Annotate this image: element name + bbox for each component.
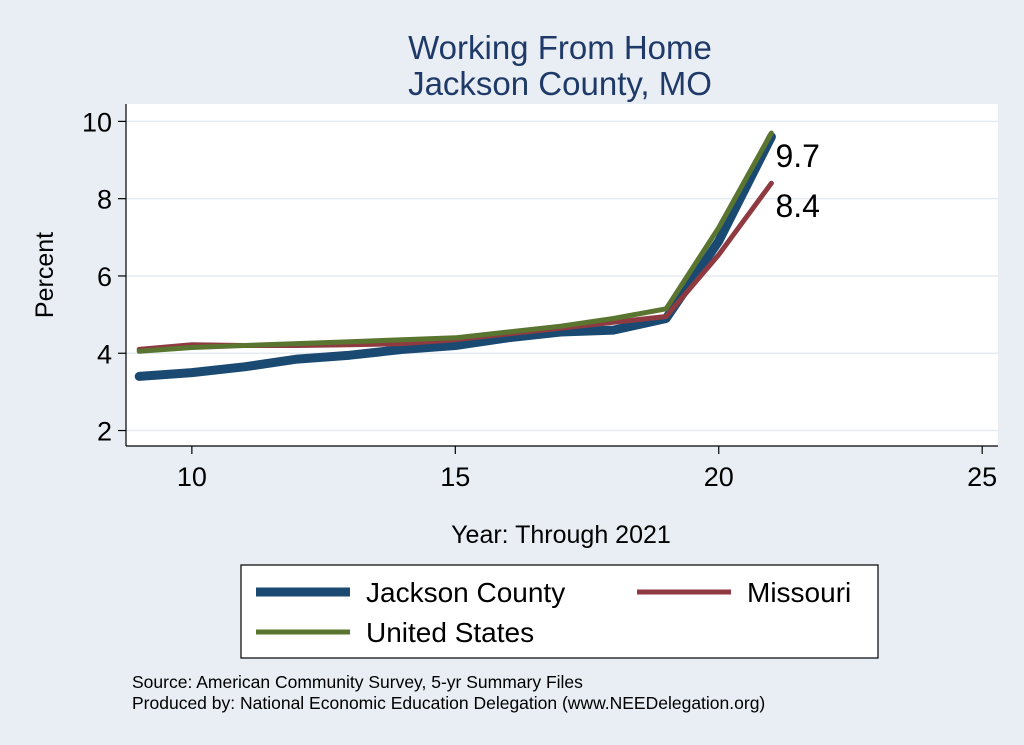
legend-box bbox=[240, 564, 879, 659]
x-tick-label: 20 bbox=[704, 462, 734, 492]
end-value-label: 9.7 bbox=[775, 138, 819, 174]
y-tick-label: 8 bbox=[97, 185, 112, 215]
legend-label-jackson-county: Jackson County bbox=[366, 577, 565, 608]
legend-label-missouri: Missouri bbox=[747, 577, 851, 608]
legend-label-united-states: United States bbox=[366, 617, 534, 648]
y-tick-label: 4 bbox=[97, 339, 112, 369]
source-note: Source: American Community Survey, 5-yr … bbox=[132, 672, 583, 692]
legend: Jackson County Missouri United States bbox=[240, 564, 879, 659]
series-line-united-states bbox=[136, 130, 774, 354]
chart-title-line-2: Jackson County, MO bbox=[408, 65, 712, 102]
end-labels: 9.78.4 bbox=[775, 138, 819, 224]
grid-lines bbox=[126, 120, 998, 432]
chart-title-line-1: Working From Home bbox=[408, 29, 712, 66]
x-tick-label: 25 bbox=[967, 462, 997, 492]
x-tick-label: 10 bbox=[177, 462, 207, 492]
y-tick-label: 10 bbox=[82, 107, 112, 137]
produced-by-note: Produced by: National Economic Education… bbox=[132, 693, 765, 713]
x-tick-label: 15 bbox=[440, 462, 470, 492]
axis-ticks: 2 4 6 8 10 10 15 20 25 bbox=[82, 107, 997, 492]
y-tick-label: 2 bbox=[97, 417, 112, 447]
series-lines bbox=[134, 130, 776, 381]
x-axis-title: Year: Through 2021 bbox=[451, 521, 671, 549]
y-axis-title: Percent bbox=[31, 232, 59, 318]
plot-area bbox=[126, 104, 998, 446]
y-tick-label: 6 bbox=[97, 262, 112, 292]
end-value-label: 8.4 bbox=[775, 188, 819, 224]
